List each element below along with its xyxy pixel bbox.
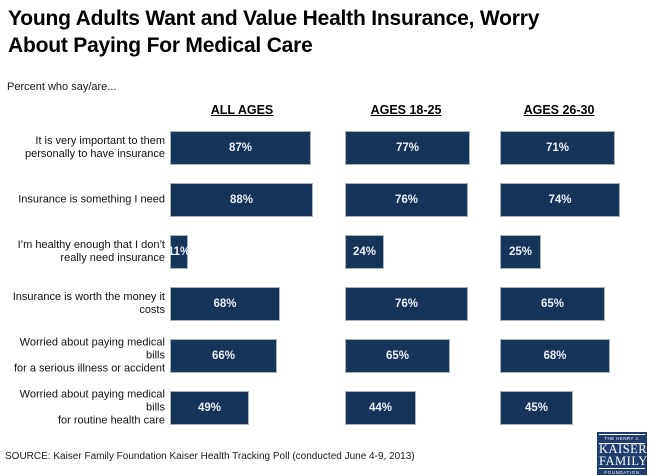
bar-value-label: 88% (229, 194, 254, 206)
bar-value-label: 68% (543, 350, 567, 362)
category-label: Worried about paying medical bills for r… (19, 388, 165, 427)
bar-ages-26-30: 68% (500, 339, 610, 373)
bar-value-label: 25% (508, 246, 533, 258)
bar-value-label: 77% (395, 142, 420, 154)
bar-value-label: 11% (167, 246, 191, 258)
bar-value-label: 74% (548, 194, 572, 206)
category-label: I’m healthy enough that I don’t really n… (17, 239, 165, 264)
bar-ages-26-30: 65% (500, 287, 605, 321)
category-label: Worried about paying medical bills for a… (13, 336, 165, 375)
bar-ages-18-25: 24% (345, 235, 384, 269)
category-label: Insurance is worth the money it costs (12, 291, 165, 316)
bar-ages-18-25: 44% (345, 391, 416, 425)
bar-value-label: 65% (385, 350, 410, 362)
bar-value-label: 65% (540, 298, 565, 310)
bar-ages-18-25: 76% (345, 183, 468, 217)
bar-ages-26-30: 74% (500, 183, 620, 217)
bar-value-label: 68% (213, 298, 237, 310)
bar-value-label: 87% (228, 142, 253, 154)
logo-line-kaiser: KAISER (599, 442, 648, 456)
bar-ages-18-25: 76% (345, 287, 468, 321)
chart-subtitle: Percent who say/are... (7, 81, 117, 93)
column-header-ages-18-25: AGES 18-25 (370, 103, 442, 117)
column-header-all-ages: ALL AGES (210, 103, 274, 117)
bar-value-label: 71% (545, 142, 570, 154)
bar-value-label: 44% (368, 402, 393, 414)
logo-line-foundation: FOUNDATION (599, 468, 645, 476)
bar-value-label: 49% (197, 402, 222, 414)
bar-value-label: 24% (352, 246, 377, 258)
bar-ages-26-30: 71% (500, 131, 615, 165)
bar-ages-18-25: 77% (345, 131, 470, 165)
bar-all-ages: 49% (170, 391, 249, 425)
bar-ages-26-30: 45% (500, 391, 573, 425)
bar-all-ages: 66% (170, 339, 277, 373)
chart-title: Young Adults Want and Value Health Insur… (8, 7, 540, 57)
bar-value-label: 66% (211, 350, 236, 362)
source-note: SOURCE: Kaiser Family Foundation Kaiser … (5, 451, 415, 462)
bar-value-label: 76% (394, 194, 419, 206)
category-label: Insurance is something I need (18, 193, 165, 206)
bar-all-ages: 88% (170, 183, 313, 217)
logo-line-family: FAMILY (599, 453, 648, 468)
kaiser-family-foundation-logo: THE HENRY J. KAISER FAMILY FOUNDATION (597, 432, 647, 475)
category-label: It is very important to them personally … (24, 135, 165, 160)
bar-all-ages: 87% (170, 131, 311, 165)
bar-ages-26-30: 25% (500, 235, 541, 269)
bar-value-label: 45% (524, 402, 549, 414)
column-header-ages-26-30: AGES 26-30 (523, 103, 595, 117)
bar-value-label: 76% (394, 298, 419, 310)
bar-ages-18-25: 65% (345, 339, 450, 373)
logo-line-the-henry-j: THE HENRY J. (599, 434, 645, 444)
bar-all-ages: 68% (170, 287, 280, 321)
bar-all-ages: 11% (167, 235, 191, 269)
